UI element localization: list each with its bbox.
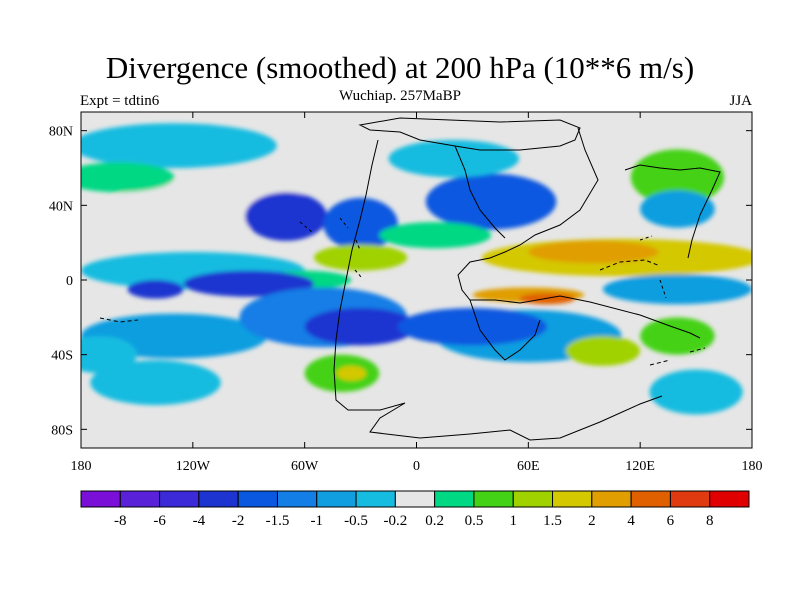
colorbar-swatch-14 [630,490,671,508]
map-subtitle: Wuchiap. 257MaBP [339,88,461,104]
continent-outlines [99,117,721,441]
colorbar-label-12: 2 [588,513,596,529]
colorbar-label-9: 0.5 [465,513,484,529]
latitude-labels: 80N 40N 0 40S 80S [49,125,73,439]
field-region-4 [323,197,398,251]
lat-label-80S: 80S [51,423,73,438]
coastline-island-east [599,259,661,271]
coastline-south-pacific [99,317,706,366]
colorbar-swatch-10 [473,490,514,508]
lon-label-0: 0 [413,459,420,474]
colorbar-swatch-12 [552,490,593,508]
colorbar-label-8: 0.2 [425,513,444,529]
coastline-tethys-north [454,145,506,239]
lon-label-120W: 120W [176,459,211,474]
colorbar-label-5: -1 [311,513,324,529]
field-region-25 [640,317,715,355]
field-region-12 [640,190,715,228]
coastline-cimmeria [624,164,721,259]
lat-label-0: 0 [66,274,73,289]
colorbar-swatch-1 [119,490,161,508]
plot-area: 80N 40N 0 40S 80S 180 120W 60W 0 60E 120E 180 [49,111,763,474]
colorbar-label-1: -6 [153,513,166,529]
lat-label-80N: 80N [49,125,73,140]
colorbar-swatch-15 [669,490,711,508]
colorbar: -8 -6 -4 -2 -1.5 -1 -0.5 -0.2 0.2 0.5 1 1.5 2 4 6 8 [80,490,750,529]
map-title: Divergence (smoothed) at 200 hPa (10**6 … [105,50,695,85]
colorbar-label-11: 1.5 [543,513,562,529]
colorbar-label-13: 4 [627,513,635,529]
colorbar-label-7: -0.2 [383,513,407,529]
longitude-labels: 180 120W 60W 0 60E 120E 180 [71,459,763,474]
colorbar-label-0: -8 [114,513,127,529]
colorbar-swatch-11 [512,490,554,508]
lat-label-40N: 40N [49,199,73,214]
colorbar-swatch-0 [80,490,121,508]
coastline-island-small [299,217,667,299]
coastline-southern-margin [469,299,541,361]
field-region-9 [528,240,659,264]
colorbar-label-4: -1.5 [266,513,290,529]
colorbar-swatch-3 [198,490,239,508]
lon-label-60E: 60E [517,459,540,474]
field-region-27 [90,360,221,406]
field-region-14 [127,280,184,299]
colorbar-labels: -8 -6 -4 -2 -1.5 -1 -0.5 -0.2 0.2 0.5 1 1.5 2 4 6 8 [114,513,713,529]
lon-label-180: 180 [71,459,92,474]
field-region-6 [388,140,520,178]
colorbar-label-15: 8 [706,513,714,529]
field-region-19 [304,308,417,346]
field-region-29 [336,365,367,381]
colorbar-swatch-8 [394,490,436,508]
field-region-30 [649,369,743,415]
coastline-pangea-west [333,139,663,441]
colorbar-label-14: 6 [667,513,675,529]
field-region-16 [183,270,314,297]
field-region-2 [81,162,175,193]
field-region-26 [565,336,641,366]
lon-label-120E: 120E [625,459,655,474]
colorbar-swatch-5 [276,490,318,508]
field-region-21 [397,308,547,346]
lat-label-40S: 40S [51,349,73,364]
field-region-11 [630,149,725,206]
season-label: JJA [729,93,752,109]
colorbar-label-2: -4 [193,513,206,529]
colorbar-swatch-6 [316,490,357,508]
field-region-10 [313,244,408,271]
colorbar-label-6: -0.5 [344,513,368,529]
colorbar-swatch-4 [237,490,278,508]
field-region-31 [81,336,137,374]
field-region-5 [425,173,557,230]
divergence-field [81,123,752,415]
colorbar-swatches [80,490,750,508]
coastline-pangea-north [358,117,581,151]
field-region-22 [602,274,752,305]
axis-ticks [80,112,753,448]
colorbar-swatch-16 [709,490,750,508]
colorbar-swatch-7 [355,490,396,508]
field-region-1 [81,123,277,168]
colorbar-swatch-9 [434,490,475,508]
coastline-pangea-east [457,127,701,339]
colorbar-label-3: -2 [232,513,245,529]
field-region-3 [245,192,328,241]
lon-label-180: 180 [742,459,763,474]
experiment-label: Expt = tdtin6 [80,93,160,109]
lon-label-60W: 60W [291,459,319,474]
colorbar-swatch-13 [591,490,632,508]
colorbar-label-10: 1 [509,513,517,529]
colorbar-swatch-2 [159,490,200,508]
field-region-7 [379,222,492,249]
